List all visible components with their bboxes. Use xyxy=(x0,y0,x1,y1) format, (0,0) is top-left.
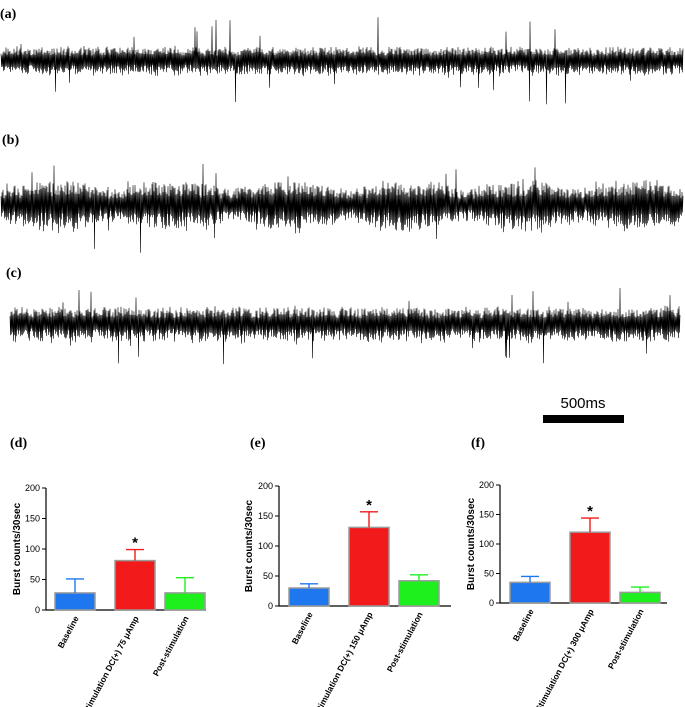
panel-f-ytick-label-2: 100 xyxy=(479,539,494,549)
panel-d-category-label-0: Baseline xyxy=(56,614,81,650)
trace-b-signal xyxy=(0,163,684,253)
panel-f-bar-2 xyxy=(619,591,661,604)
trace-a-signal xyxy=(0,17,684,105)
panel-e-ytick-label-0: 0 xyxy=(268,601,273,611)
panel-e-ytick-label-4: 200 xyxy=(258,481,273,491)
panel-f-ytick-label-1: 50 xyxy=(484,569,494,579)
panel-f-ytick-label-4: 200 xyxy=(479,480,494,490)
panel-d-ytick-label-4: 200 xyxy=(25,483,40,493)
panel-f-category-label-1: Stimulation DC(+) 300 μAmp xyxy=(533,607,596,707)
panel-e-bar-1 xyxy=(348,526,390,607)
trace-a-label: (a) xyxy=(0,7,17,22)
panel-e-ytick-label-1: 50 xyxy=(263,571,273,581)
trace-c-label: (c) xyxy=(6,266,22,281)
trace-c-signal xyxy=(9,287,681,365)
panel-f-bar-1 xyxy=(569,531,611,604)
panel-d-significance-1: * xyxy=(132,535,138,552)
trace-a-path xyxy=(0,17,684,105)
panel-e-ytick-label-3: 150 xyxy=(258,511,273,521)
panel-e-bar-2 xyxy=(398,580,440,607)
panel-d-label: (d) xyxy=(10,436,27,451)
scale-bar-label: 500ms xyxy=(560,395,605,412)
panel-e-significance-1: * xyxy=(366,497,372,514)
panel-d-ytick-label-1: 50 xyxy=(30,575,40,585)
panel-d-ytick-label-0: 0 xyxy=(35,605,40,615)
panel-d-bar-0 xyxy=(54,592,96,611)
panel-e-category-label-1: Stimulation DC(+) 150 μAmp xyxy=(312,610,375,707)
panel-f-bar-0 xyxy=(509,581,551,604)
panel-e-bar-0 xyxy=(288,587,330,607)
panel-f-category-label-2: Post-stimulation xyxy=(606,607,646,670)
panel-e-label: (e) xyxy=(250,436,266,451)
panel-f-significance-1: * xyxy=(587,503,593,520)
trace-b-path xyxy=(0,163,684,253)
panel-f-ylabel: Burst counts/30sec xyxy=(466,497,477,590)
panel-d-category-label-2: Post-stimulation xyxy=(151,614,191,677)
panel-f-ytick-label-0: 0 xyxy=(489,598,494,608)
panel-d-ytick-label-3: 150 xyxy=(25,514,40,524)
panel-e-ylabel: Burst counts/30sec xyxy=(244,499,255,592)
scale-bar xyxy=(543,415,624,423)
panel-d-ytick-label-2: 100 xyxy=(25,544,40,554)
panel-f-label: (f) xyxy=(471,436,485,451)
panel-d-bar-1 xyxy=(114,559,156,611)
panel-d-ylabel: Burst counts/30sec xyxy=(12,502,23,595)
trace-b-label: (b) xyxy=(2,133,19,148)
trace-c-path xyxy=(9,287,681,365)
panel-e-ytick-label-2: 100 xyxy=(258,541,273,551)
panel-e-category-label-0: Baseline xyxy=(290,610,315,646)
panel-e-category-label-2: Post-stimulation xyxy=(385,610,425,673)
panel-f-ytick-label-3: 150 xyxy=(479,510,494,520)
panel-d-category-label-1: Stimulation DC(+) 75 μAmp xyxy=(80,614,140,707)
panel-f-category-label-0: Baseline xyxy=(511,607,536,643)
panel-d-bar-2 xyxy=(164,592,206,611)
